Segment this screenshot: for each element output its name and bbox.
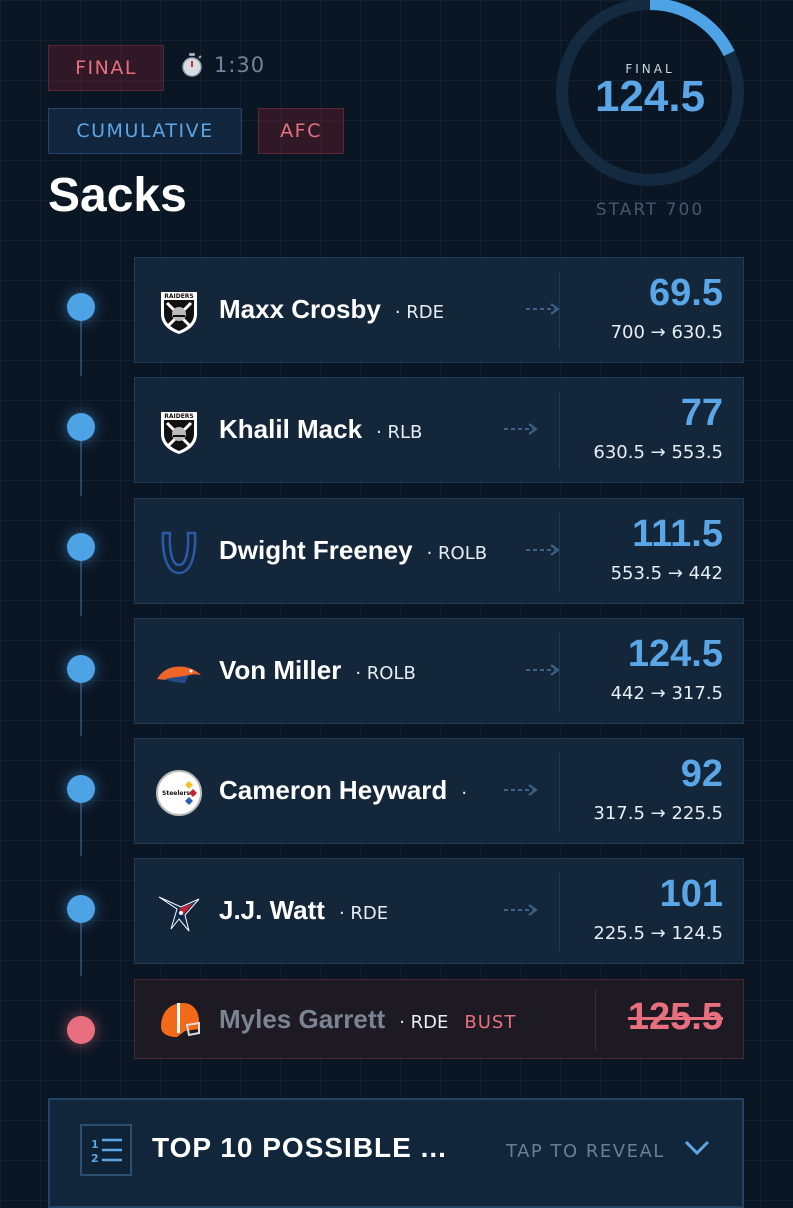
player-position: RDE — [339, 903, 388, 924]
player-value: 101 — [659, 873, 723, 915]
player-position: RDE — [395, 302, 444, 323]
player-value-struck: 125.5 — [627, 996, 723, 1038]
player-name: Von MillerROLB — [219, 655, 416, 686]
conference-chip[interactable]: AFC — [258, 108, 344, 154]
arrow-dashed-icon — [526, 303, 560, 315]
timeline-dot — [67, 413, 95, 441]
player-card[interactable]: Dwight FreeneyROLB 111.5 553.5 → 442 — [134, 498, 744, 604]
timer-value: 1:30 — [214, 53, 266, 77]
list-icon: 1 2 — [80, 1124, 132, 1176]
player-card[interactable]: RAIDERS Maxx CrosbyRDE 69.5 700 → 630.5 — [134, 257, 744, 363]
card-divider — [559, 753, 560, 831]
arrow-dashed-icon — [504, 784, 538, 796]
player-name: J.J. WattRDE — [219, 895, 388, 926]
player-name: Dwight FreeneyROLB — [219, 535, 487, 566]
timeline-dot — [67, 533, 95, 561]
player-position: RDE — [399, 1012, 448, 1033]
timer: 1:30 — [180, 52, 265, 78]
timeline-connector — [80, 800, 82, 856]
top10-reveal-bar[interactable]: 1 2 TOP 10 POSSIBLE ... TAP TO REVEAL — [48, 1098, 744, 1208]
player-range: 442 → 317.5 — [610, 683, 723, 704]
player-name: Maxx CrosbyRDE — [219, 294, 444, 325]
player-value: 111.5 — [632, 513, 723, 555]
player-value: 124.5 — [627, 633, 723, 675]
score-label: FINAL — [625, 62, 675, 76]
browns-helmet-icon — [161, 1003, 200, 1037]
player-range: 553.5 → 442 — [610, 563, 723, 584]
steelers-logo-icon: Steelers — [156, 770, 202, 816]
player-position: RLB — [376, 422, 422, 443]
timeline-dot-bust — [67, 1016, 95, 1044]
timeline-dot — [67, 775, 95, 803]
broncos-logo-icon — [157, 666, 201, 683]
arrow-dashed-icon — [526, 664, 560, 676]
arrow-dashed-icon — [504, 904, 538, 916]
bust-badge: BUST — [464, 1012, 517, 1033]
player-card[interactable]: J.J. WattRDE 101 225.5 → 124.5 — [134, 858, 744, 964]
colts-logo-icon — [161, 531, 197, 575]
timeline-connector — [80, 320, 82, 376]
arrow-dashed-icon — [504, 423, 538, 435]
player-range: 225.5 → 124.5 — [593, 923, 723, 944]
player-card[interactable]: Von MillerROLB 124.5 442 → 317.5 — [134, 618, 744, 724]
player-name: Khalil MackRLB — [219, 414, 422, 445]
score-ring: FINAL 124.5 — [550, 0, 750, 192]
player-range: 630.5 → 553.5 — [593, 442, 723, 463]
card-divider — [559, 633, 560, 711]
timeline-connector — [80, 920, 82, 976]
player-position: ROLB — [427, 543, 488, 564]
timeline-dot — [67, 895, 95, 923]
score-value: 124.5 — [594, 72, 706, 121]
stopwatch-icon — [182, 53, 202, 77]
player-range: 317.5 → 225.5 — [593, 803, 723, 824]
card-divider — [559, 272, 560, 350]
svg-text:RAIDERS: RAIDERS — [164, 293, 194, 300]
player-value: 77 — [680, 392, 723, 434]
chevron-down-icon[interactable] — [684, 1140, 710, 1156]
arrow-dashed-icon — [526, 544, 560, 556]
player-card-bust[interactable]: Myles GarrettRDEBUST 125.5 — [134, 979, 744, 1059]
timeline-dot — [67, 655, 95, 683]
card-divider — [595, 990, 596, 1050]
svg-text:RAIDERS: RAIDERS — [164, 413, 194, 420]
svg-text:2: 2 — [91, 1152, 99, 1165]
cumulative-chip[interactable]: CUMULATIVE — [48, 108, 242, 154]
page-title: Sacks — [48, 169, 187, 222]
player-card[interactable]: Steelers Cameron Heyward 92 317.5 → 225.… — [134, 738, 744, 844]
tap-to-reveal-label[interactable]: TAP TO REVEAL — [506, 1141, 665, 1162]
player-value: 92 — [680, 753, 723, 795]
raiders-logo-icon: RAIDERS — [161, 292, 197, 334]
player-name: Myles GarrettRDEBUST — [219, 1004, 516, 1035]
start-value: START 700 — [595, 200, 705, 220]
score-ring-progress — [556, 0, 744, 186]
svg-text:Steelers: Steelers — [162, 790, 190, 797]
card-divider — [559, 873, 560, 951]
player-name: Cameron Heyward — [219, 775, 467, 806]
final-chip: FINAL — [48, 45, 164, 91]
timeline-connector — [80, 560, 82, 616]
player-range: 700 → 630.5 — [610, 322, 723, 343]
timeline-connector — [80, 680, 82, 736]
player-position: ROLB — [355, 663, 416, 684]
player-card[interactable]: RAIDERS Khalil MackRLB 77 630.5 → 553.5 — [134, 377, 744, 483]
timeline-connector — [80, 440, 82, 496]
card-divider — [559, 392, 560, 470]
player-position — [461, 783, 467, 804]
timeline-dot — [67, 293, 95, 321]
svg-text:1: 1 — [91, 1138, 99, 1151]
raiders-logo-icon: RAIDERS — [161, 412, 197, 454]
top10-title: TOP 10 POSSIBLE ... — [152, 1132, 447, 1163]
player-value: 69.5 — [649, 272, 723, 314]
card-divider — [559, 513, 560, 591]
texans-logo-icon — [158, 896, 200, 932]
